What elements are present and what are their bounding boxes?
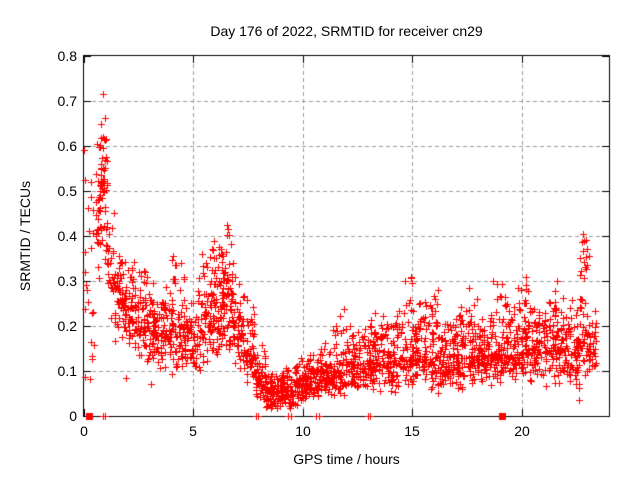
chart-title: Day 176 of 2022, SRMTID for receiver cn2…: [210, 23, 483, 39]
x-tick-label: 20: [514, 423, 530, 439]
x-tick-label: 10: [295, 423, 311, 439]
y-tick-label: 0.6: [57, 138, 77, 154]
x-tick-label: 0: [80, 423, 88, 439]
y-tick-label: 0.4: [57, 228, 77, 244]
y-tick-label: 0: [69, 408, 77, 424]
y-tick-label: 0.8: [57, 48, 77, 64]
x-axis-label: GPS time / hours: [293, 451, 400, 467]
y-tick-label: 0.5: [57, 183, 77, 199]
x-tick-label: 5: [189, 423, 197, 439]
x-tick-label: 15: [404, 423, 420, 439]
y-tick-label: 0.3: [57, 273, 77, 289]
y-tick-label: 0.2: [57, 318, 77, 334]
y-tick-label: 0.7: [57, 93, 77, 109]
y-tick-label: 0.1: [57, 363, 77, 379]
